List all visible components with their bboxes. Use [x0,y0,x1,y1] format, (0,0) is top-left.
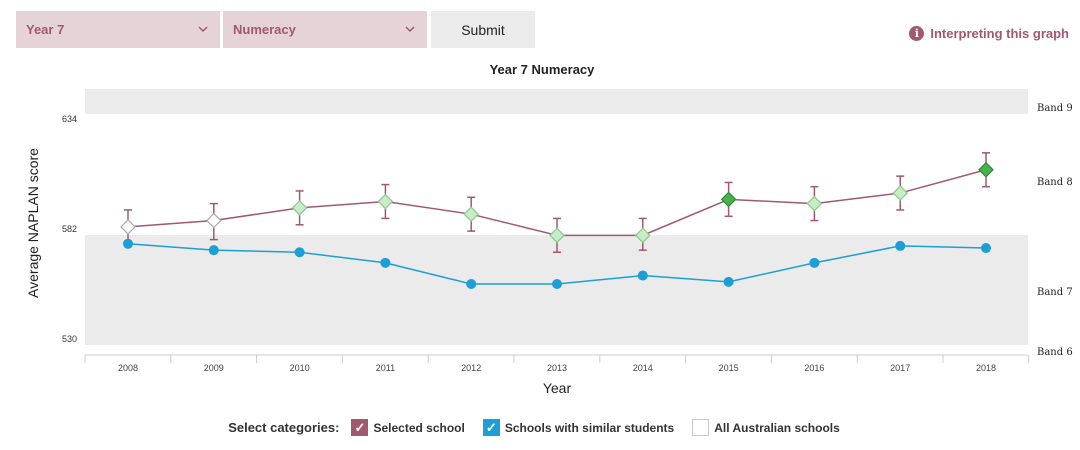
submit-button[interactable]: Submit [431,11,535,48]
y-tick-label: 634 [62,114,77,124]
legend-item-all-schools[interactable]: All Australian schools [692,419,840,436]
interpreting-graph-label: Interpreting this graph [930,26,1069,41]
x-tick-label: 2015 [719,363,739,373]
x-tick-label: 2011 [376,363,395,373]
x-tick-label: 2014 [633,363,653,373]
legend-item-similar-schools[interactable]: ✓ Schools with similar students [482,419,675,436]
x-tick-label: 2018 [976,363,996,373]
year-dropdown[interactable]: Year 7 [16,11,220,48]
checkbox-checked-icon[interactable]: ✓ [351,419,369,436]
similar-schools-point [981,243,991,254]
band-7-region [85,235,1028,345]
selected-school-point [205,212,222,229]
band-label: Band 8 [1037,177,1073,188]
legend-label: All Australian schools [714,420,840,435]
x-tick-label: 2008 [118,363,138,373]
checkbox-checked-icon[interactable]: ✓ [482,419,500,436]
selected-school-point [463,206,480,223]
y-axis-label: Average NAPLAN score [25,148,41,298]
selected-school-point [549,227,565,244]
y-tick-label: 582 [62,224,77,234]
similar-schools-point [552,279,562,289]
x-tick-label: 2010 [290,363,310,373]
similar-schools-point [895,240,906,251]
band-9-region [85,89,1028,114]
similar-schools-point [466,279,477,289]
selected-school-point [720,191,737,208]
naplan-line-chart: Year 7 Numeracy 2008 2009 2010 2011 2012 2013… [25,62,1073,396]
x-tick-label: 2017 [890,363,910,373]
x-tick-label: 2013 [547,363,567,373]
selected-school-point [978,161,994,178]
legend-label: Selected school [373,420,465,435]
interpreting-graph-link[interactable]: i Interpreting this graph [909,26,1069,41]
selected-school-point [377,193,394,210]
category-legend: Select categories: ✓ Selected school ✓ S… [0,419,1080,436]
chevron-down-icon [405,26,415,33]
band-label: Band 6 [1037,347,1073,358]
chart-title: Year 7 Numeracy [490,62,596,77]
band-label: Band 7 [1037,287,1073,298]
similar-schools-point [809,257,820,268]
selected-school-point [634,227,651,244]
similar-schools-point [294,247,305,258]
year-dropdown-value: Year 7 [26,22,65,37]
similar-schools-point [723,276,734,287]
info-icon: i [909,26,925,41]
x-tick-label: 2012 [461,363,481,373]
band-8-region [85,114,1028,235]
selected-school-point [806,195,823,212]
similar-schools-point [380,257,391,268]
selected-school-point [120,219,136,235]
similar-schools-point [637,270,648,281]
y-tick-label: 530 [62,334,77,344]
similar-schools-point [123,238,133,249]
band-6-region [85,345,1028,355]
x-tick-label: 2009 [204,363,224,373]
legend-title: Select categories: [228,420,340,435]
similar-schools-point [208,245,219,256]
x-tick-label: 2016 [804,363,824,373]
legend-label: Schools with similar students [504,420,675,435]
subject-dropdown-value: Numeracy [233,22,296,37]
selected-school-point [892,185,909,201]
checkbox-unchecked-icon[interactable] [692,419,710,436]
band-label: Band 9 [1037,103,1073,114]
selected-school-point [291,199,308,216]
chevron-down-icon [198,26,208,33]
legend-item-selected-school[interactable]: ✓ Selected school [351,419,465,436]
x-axis-label: Year [543,380,572,396]
subject-dropdown[interactable]: Numeracy [223,11,427,48]
